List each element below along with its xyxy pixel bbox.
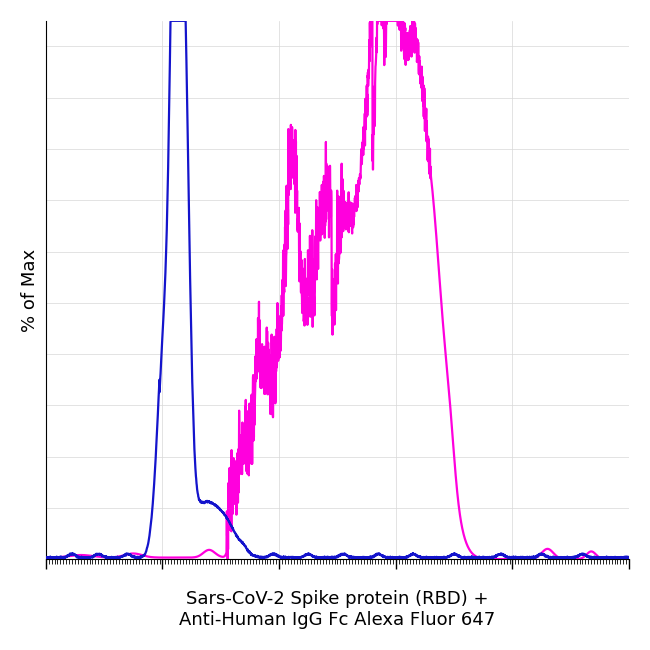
Y-axis label: % of Max: % of Max [21,248,39,332]
X-axis label: Sars-CoV-2 Spike protein (RBD) +
Anti-Human IgG Fc Alexa Fluor 647: Sars-CoV-2 Spike protein (RBD) + Anti-Hu… [179,590,495,629]
